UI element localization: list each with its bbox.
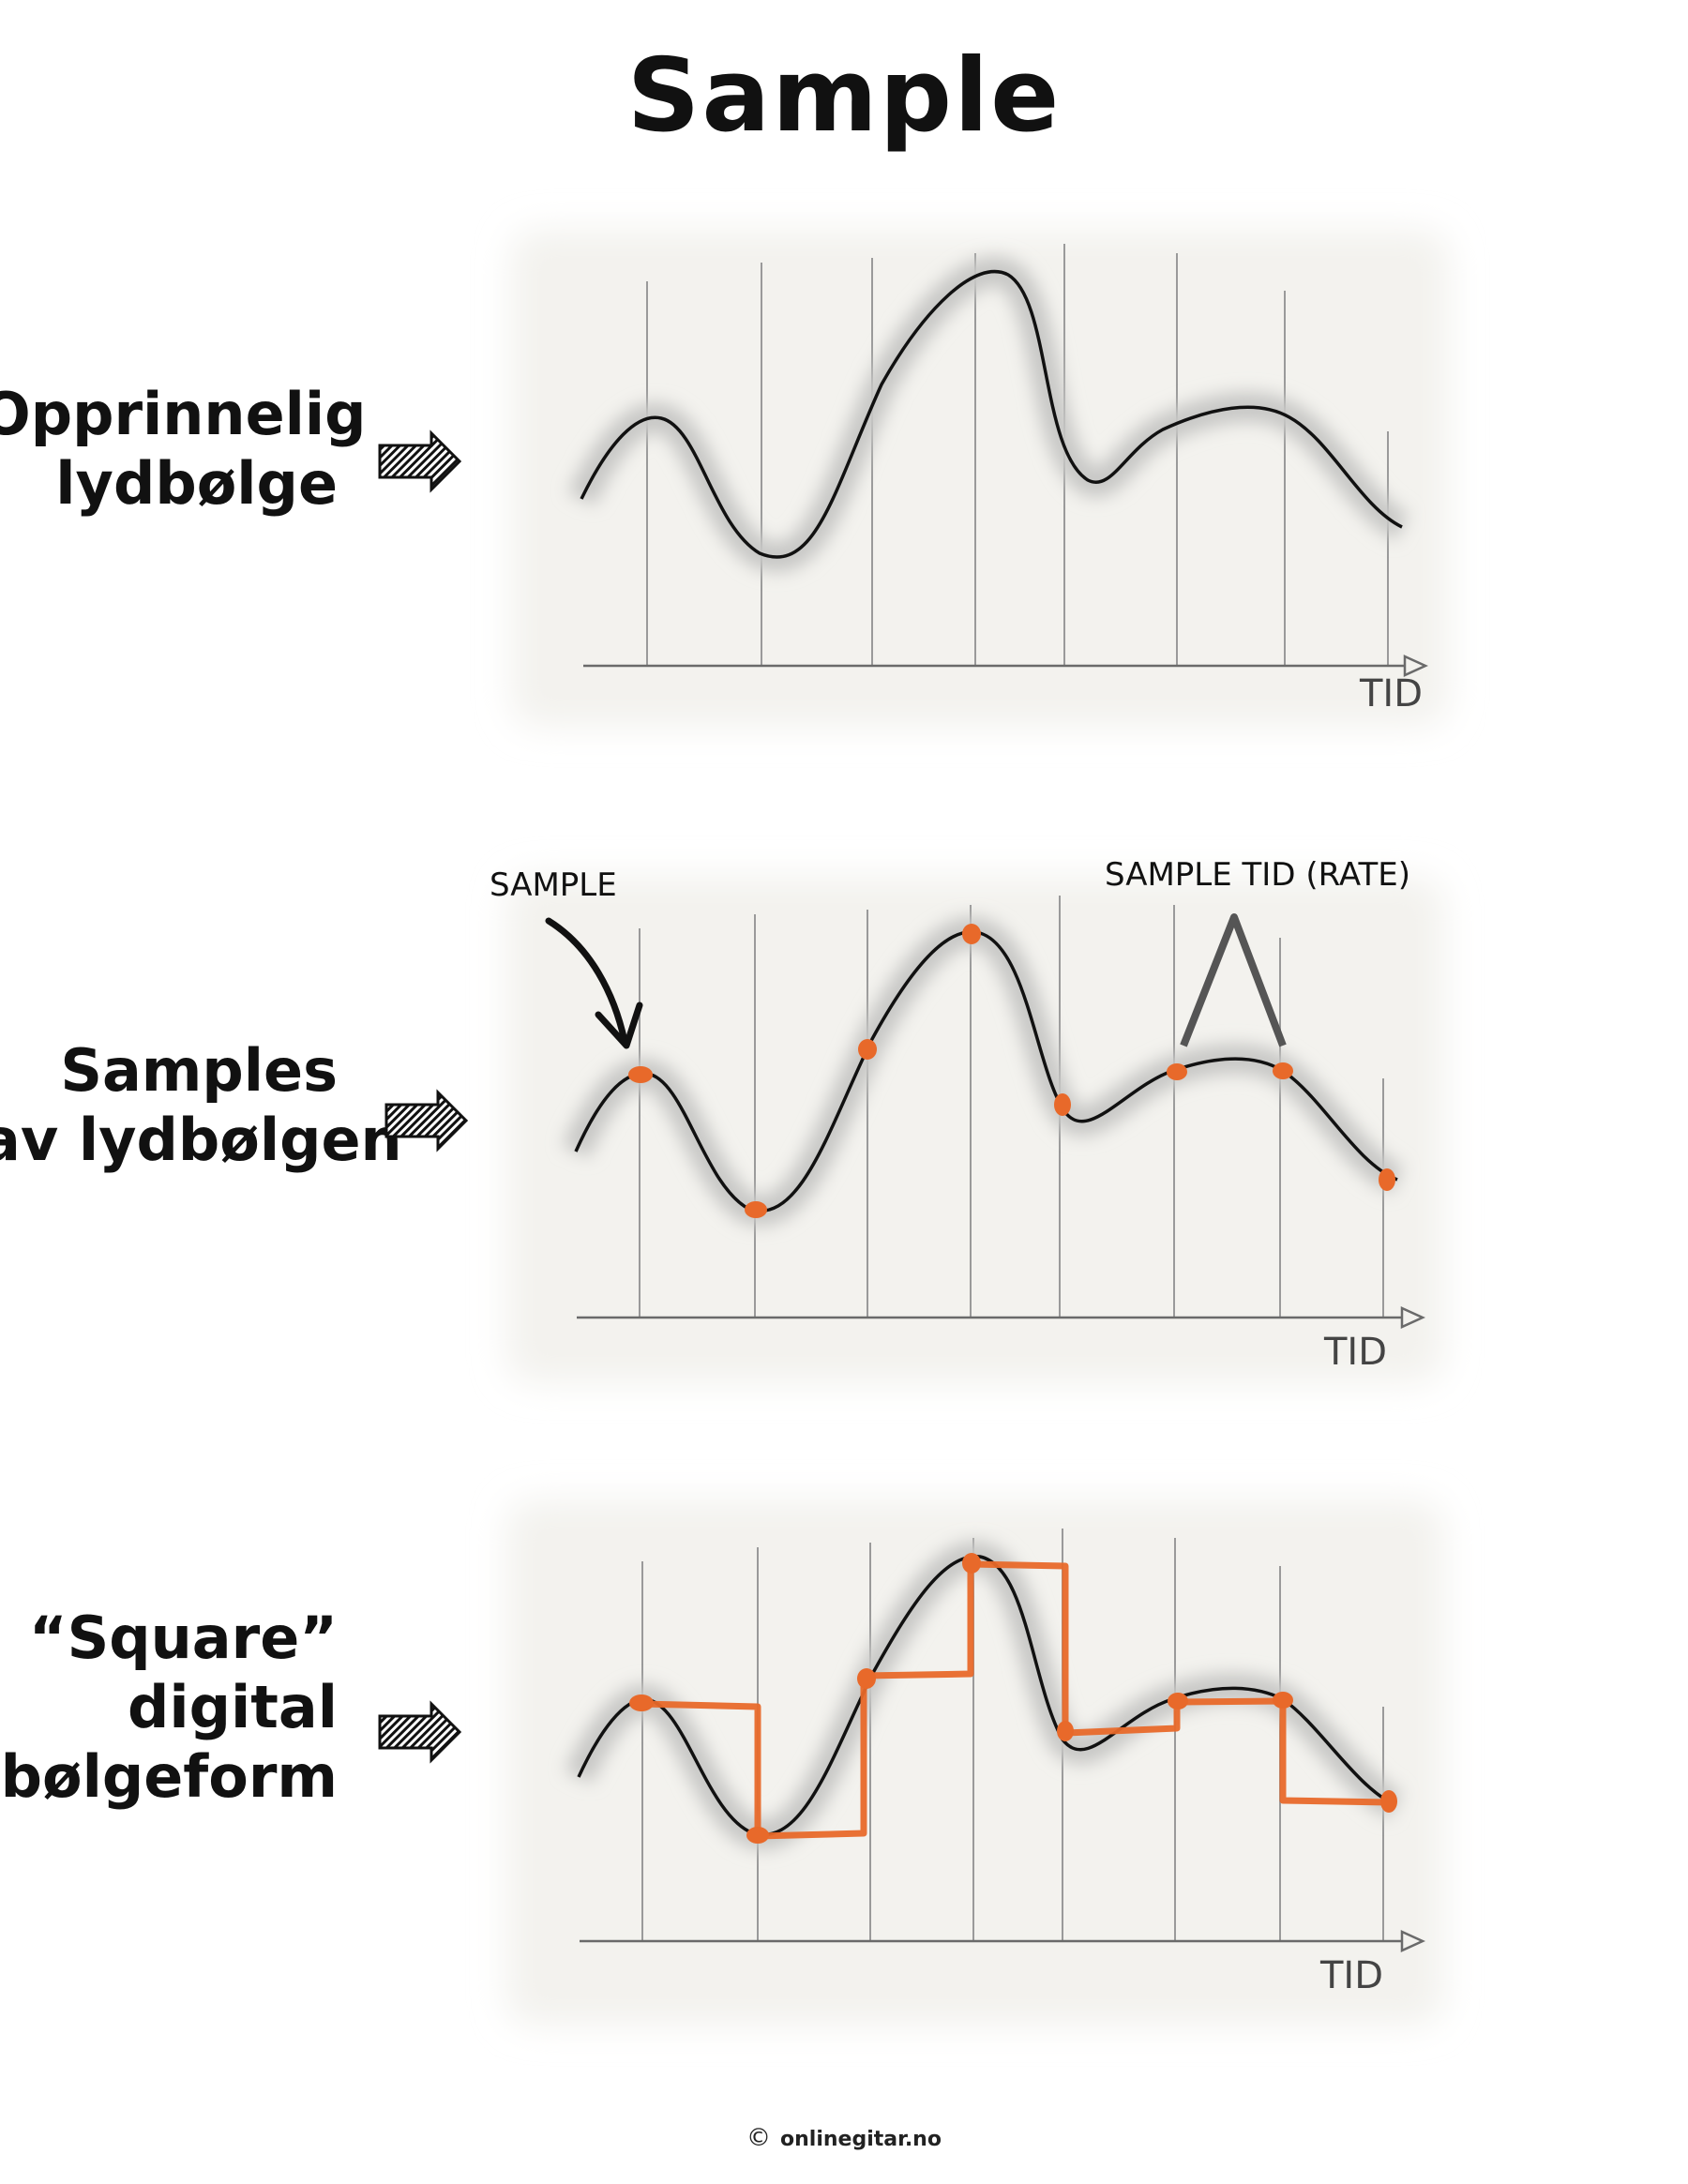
row-label-original: Opprinnelig lydbølge: [0, 380, 367, 519]
axis-label-tid: TID: [1319, 1954, 1383, 1997]
sample-point: [962, 924, 981, 944]
striped-arrow-icon: [378, 1700, 462, 1764]
sample-point: [857, 1668, 876, 1689]
axis-label-tid: TID: [1359, 672, 1423, 715]
rate-bracket-icon: [1180, 913, 1287, 1047]
annotation-sample: SAMPLE: [490, 866, 617, 904]
label-line: digital: [128, 1673, 338, 1741]
row-label-square: “Square” digital bølgeform: [0, 1604, 338, 1812]
panel-background-1: [511, 230, 1449, 727]
axis-label-tid: TID: [1323, 1331, 1387, 1374]
row-label-samples: Samples av lydbølgen: [0, 1036, 402, 1175]
curved-arrow-icon: [545, 917, 643, 1049]
caret-icon: [1400, 1930, 1426, 1952]
sample-point: [858, 1039, 877, 1060]
panel-sampled-wave: TID SAMPLE SAMPLE TID (RATE): [490, 856, 1426, 1374]
sample-point: [745, 1201, 767, 1218]
annotation-sample-rate: SAMPLE TID (RATE): [1105, 856, 1410, 894]
sample-point: [1380, 1790, 1397, 1813]
sample-point: [1273, 1062, 1293, 1079]
sample-point: [1379, 1168, 1395, 1191]
grid-lines: [639, 896, 1384, 1318]
panel-square-wave: TID: [565, 1529, 1426, 1997]
sound-wave: [580, 269, 1403, 559]
sample-point: [1057, 1721, 1074, 1741]
grid-lines: [646, 244, 1389, 666]
sample-point: [1054, 1093, 1071, 1116]
caret-icon: [1403, 655, 1429, 677]
panel-background-3: [506, 1500, 1444, 2026]
panel-background-2: [506, 877, 1444, 1383]
label-line: Samples: [60, 1036, 338, 1105]
striped-arrow-icon: [378, 429, 462, 493]
label-line: av lydbølgen: [0, 1106, 402, 1174]
label-line: bølgeform: [0, 1742, 338, 1811]
page-title: Sample: [626, 38, 1062, 155]
label-line: lydbølge: [55, 449, 338, 518]
sample-point: [962, 1553, 981, 1574]
sample-point: [746, 1827, 769, 1844]
sample-point: [1168, 1693, 1188, 1710]
panel-original-wave: TID: [567, 244, 1429, 715]
caret-icon: [1400, 1306, 1426, 1329]
square-waveform: [640, 1560, 1389, 1840]
sample-points: [628, 924, 1395, 1218]
striped-arrow-icon: [384, 1089, 469, 1152]
label-line: Opprinnelig: [0, 380, 367, 448]
copyright-icon: ©: [746, 2124, 772, 2152]
sample-point: [1167, 1063, 1187, 1080]
footer-credit: © onlinegitar.no: [0, 2124, 1688, 2152]
label-line: “Square”: [28, 1604, 338, 1672]
sample-point: [628, 1066, 653, 1083]
sound-wave: [577, 1555, 1396, 1837]
sample-point: [629, 1694, 654, 1711]
site-name: onlinegitar.no: [780, 2128, 942, 2151]
sample-point: [1273, 1692, 1293, 1709]
sample-points: [629, 1553, 1397, 1844]
